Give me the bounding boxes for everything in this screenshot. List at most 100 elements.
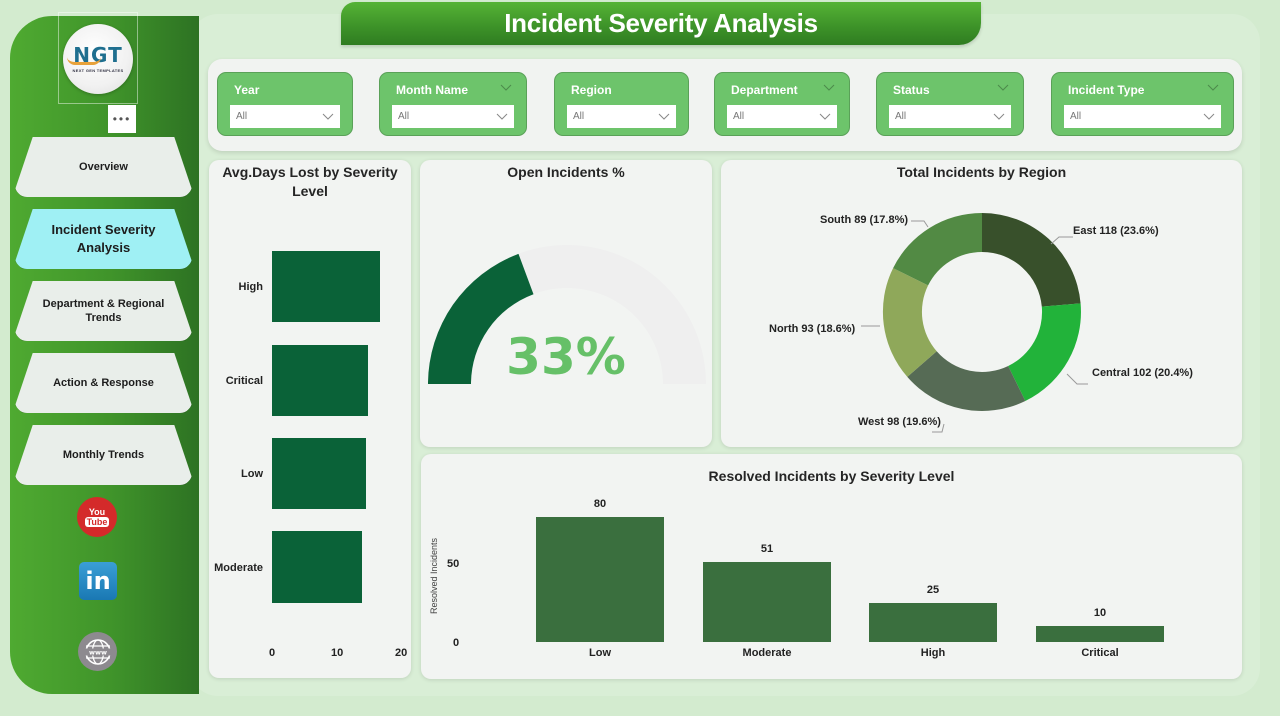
y-tick: 50 xyxy=(447,558,460,570)
data-label: 80 xyxy=(593,498,607,510)
youtube-icon-text-top: You xyxy=(88,507,106,517)
donut-label-east: East 118 (23.6%) xyxy=(1073,225,1159,237)
slice-south[interactable] xyxy=(893,212,982,286)
filter-value: All xyxy=(895,111,907,122)
y-axis-label: Resolved Incidents xyxy=(429,537,439,614)
filter-month-name[interactable]: Month Name All xyxy=(379,72,527,136)
donut-chart xyxy=(861,212,1088,433)
sidebar-item-monthly-trends[interactable]: Monthly Trends xyxy=(15,425,192,485)
sidebar-item-incident-severity-analysis[interactable]: Incident Severity Analysis xyxy=(15,209,192,269)
sidebar-item-label: Incident Severity Analysis xyxy=(51,222,156,255)
filter-status[interactable]: Status All xyxy=(876,72,1024,136)
x-category-label: Low xyxy=(589,647,611,659)
logo-swoosh-icon xyxy=(67,57,102,65)
filter-dropdown[interactable]: All xyxy=(392,105,514,128)
sidebar-item-department-regional-trends[interactable]: Department & Regional Trends xyxy=(15,281,192,341)
donut-slices xyxy=(882,212,1081,411)
bar-critical[interactable] xyxy=(272,345,368,416)
ellipsis-icon: ••• xyxy=(112,112,132,126)
leader-lines xyxy=(861,220,1088,433)
bar-high[interactable] xyxy=(869,603,997,642)
filter-dropdown[interactable]: All xyxy=(889,105,1011,128)
sidebar-item-overview[interactable]: Overview xyxy=(15,137,192,197)
chevron-down-icon xyxy=(819,113,831,120)
category-label: High xyxy=(238,281,263,293)
nav-button-shape xyxy=(15,425,192,485)
bar-low[interactable] xyxy=(272,438,366,509)
slice-central[interactable] xyxy=(1008,303,1081,401)
category-label: Moderate xyxy=(214,562,263,574)
filter-dropdown[interactable]: All xyxy=(567,105,676,128)
filter-label: Status xyxy=(893,83,930,97)
globe-icon-glyph: www xyxy=(84,638,111,665)
data-label: 25 xyxy=(926,584,940,596)
bar-low[interactable] xyxy=(536,517,664,642)
filter-value: All xyxy=(236,111,248,122)
slice-north[interactable] xyxy=(882,268,937,377)
linkedin-icon-text: in xyxy=(85,567,111,595)
logo-frame xyxy=(58,12,138,104)
chevron-down-icon[interactable] xyxy=(823,84,835,91)
filter-dropdown[interactable]: All xyxy=(1064,105,1221,128)
slice-east[interactable] xyxy=(982,213,1081,307)
gauge-value: 33% xyxy=(506,328,626,386)
open-incidents-gauge: Open Incidents % 33% xyxy=(420,160,712,447)
slice-west[interactable] xyxy=(907,351,1026,411)
linkedin-icon[interactable]: in xyxy=(79,562,117,600)
chevron-down-icon[interactable] xyxy=(1207,84,1219,91)
chart-title: Total Incidents by Region xyxy=(896,164,1067,180)
chevron-down-icon[interactable] xyxy=(997,84,1009,91)
resolved-incidents-chart: Resolved Incidents by Severity Level Res… xyxy=(421,454,1242,679)
bar-high[interactable] xyxy=(272,251,380,322)
filter-year[interactable]: Year All xyxy=(217,72,353,136)
category-label: Low xyxy=(241,468,263,480)
filter-value: All xyxy=(398,111,410,122)
nav-button-shape xyxy=(15,353,192,413)
bar-moderate[interactable] xyxy=(272,531,362,603)
filter-label: Incident Type xyxy=(1068,83,1145,97)
gauge-arc xyxy=(428,245,706,384)
filter-value: All xyxy=(573,111,585,122)
sidebar-item-label: Action & Response xyxy=(53,377,154,389)
sidebar-item-action-response[interactable]: Action & Response xyxy=(15,353,192,413)
nav-button-shape xyxy=(15,137,192,197)
more-options-button[interactable]: ••• xyxy=(108,105,136,133)
filter-department[interactable]: Department All xyxy=(714,72,850,136)
filter-label: Region xyxy=(571,83,612,97)
nav-button-shape xyxy=(15,281,192,341)
chart-title: Avg.Days Lost by Severity Level xyxy=(222,164,398,199)
chart-title: Open Incidents % xyxy=(507,164,625,180)
youtube-icon[interactable]: You Tube xyxy=(77,497,117,537)
filter-region[interactable]: Region All xyxy=(554,72,689,136)
donut-label-south: South 89 (17.8%) xyxy=(820,214,909,226)
x-tick: 0 xyxy=(269,647,276,659)
chart-title: Resolved Incidents by Severity Level xyxy=(708,468,955,484)
chevron-down-icon xyxy=(658,113,670,120)
incidents-by-region-chart: Total Incidents by Region East 118 (23.6… xyxy=(721,160,1242,447)
filter-dropdown[interactable]: All xyxy=(230,105,340,128)
chevron-down-icon xyxy=(1203,113,1215,120)
donut-label-north: North 93 (18.6%) xyxy=(769,323,856,335)
page-title: Incident Severity Analysis xyxy=(341,2,981,45)
filter-incident-type[interactable]: Incident Type All xyxy=(1051,72,1234,136)
svg-text:www: www xyxy=(88,648,106,656)
x-category-label: Critical xyxy=(1081,647,1119,659)
logo-subtitle: NEXT GEN TEMPLATES xyxy=(72,68,124,73)
bar-critical[interactable] xyxy=(1036,626,1164,642)
chevron-down-icon[interactable] xyxy=(500,84,512,91)
filter-label: Department xyxy=(731,83,798,97)
x-tick: 20 xyxy=(395,647,408,659)
donut-label-central: Central 102 (20.4%) xyxy=(1092,367,1193,379)
filter-value: All xyxy=(1070,111,1082,122)
bar-moderate[interactable] xyxy=(703,562,831,642)
logo-text: NGT xyxy=(67,45,122,65)
x-category-label: Moderate xyxy=(742,647,792,659)
logo: NGT NEXT GEN TEMPLATES xyxy=(63,24,133,94)
category-label: Critical xyxy=(225,375,263,387)
nav-button-shape xyxy=(15,209,192,269)
globe-icon[interactable]: www xyxy=(78,632,117,671)
youtube-icon-text-bottom: Tube xyxy=(84,517,110,527)
x-category-label: High xyxy=(920,647,946,659)
filter-dropdown[interactable]: All xyxy=(727,105,837,128)
data-label: 10 xyxy=(1093,607,1107,619)
